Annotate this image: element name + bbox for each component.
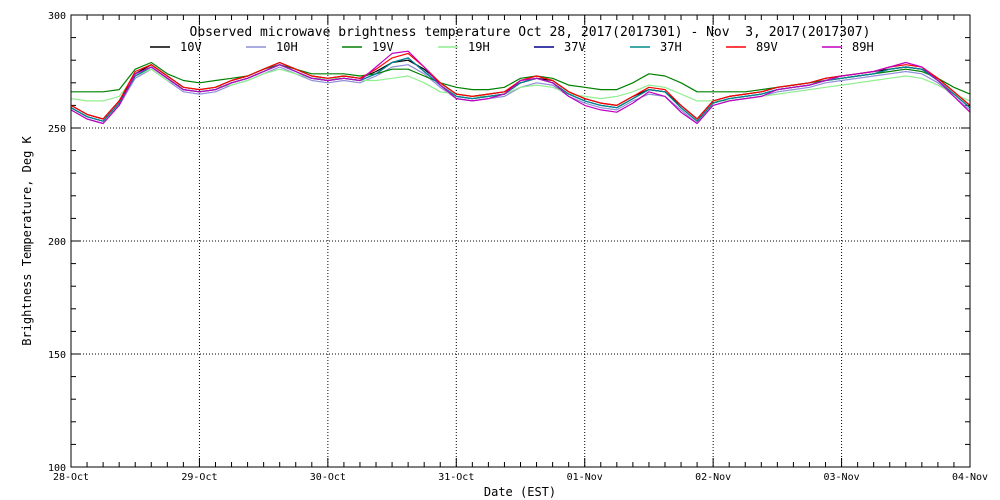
- x-tick-label: 28-Oct: [53, 472, 89, 483]
- plot-frame: [70, 14, 971, 468]
- series-line-89h: [70, 50, 971, 125]
- legend-label-10h: 10H: [276, 40, 298, 54]
- legend-label-19v: 19V: [372, 40, 394, 54]
- y-axis-label: Brightness Temperature, Deg K: [20, 135, 34, 345]
- x-tick-label: 02-Nov: [695, 472, 731, 483]
- series-lines: [70, 50, 971, 125]
- y-tick-label: 200: [48, 237, 66, 248]
- legend-label-89h: 89H: [852, 40, 874, 54]
- x-axis-label: Date (EST): [484, 485, 556, 499]
- series-line-37h: [70, 57, 971, 122]
- y-tick-label: 300: [48, 11, 66, 22]
- x-tick-label: 31-Oct: [438, 472, 474, 483]
- y-tick-label: 100: [48, 463, 66, 474]
- x-tick-label: 01-Nov: [567, 472, 603, 483]
- legend-label-37h: 37H: [660, 40, 682, 54]
- x-tick-label: 29-Oct: [181, 472, 217, 483]
- legend-label-89v: 89V: [756, 40, 778, 54]
- x-tick-label: 30-Oct: [310, 472, 346, 483]
- legend-label-37v: 37V: [564, 40, 586, 54]
- series-line-10h: [70, 64, 971, 125]
- legend-label-19h: 19H: [468, 40, 490, 54]
- series-line-10v: [70, 59, 971, 120]
- series-line-19h: [70, 68, 971, 102]
- legend-label-10v: 10V: [180, 40, 202, 54]
- y-tick-label: 250: [48, 124, 66, 135]
- series-line-37v: [70, 57, 971, 122]
- x-tick-label: 04-Nov: [952, 472, 988, 483]
- x-tick-label: 03-Nov: [824, 472, 860, 483]
- grid: [71, 15, 970, 467]
- chart-title: Observed microwave brightness temperatur…: [190, 25, 871, 40]
- series-line-19v: [71, 61, 971, 95]
- legend: 10V 10H 19V 19H 37V 37H 89V 89H: [150, 40, 874, 54]
- y-tick-label: 150: [48, 350, 66, 361]
